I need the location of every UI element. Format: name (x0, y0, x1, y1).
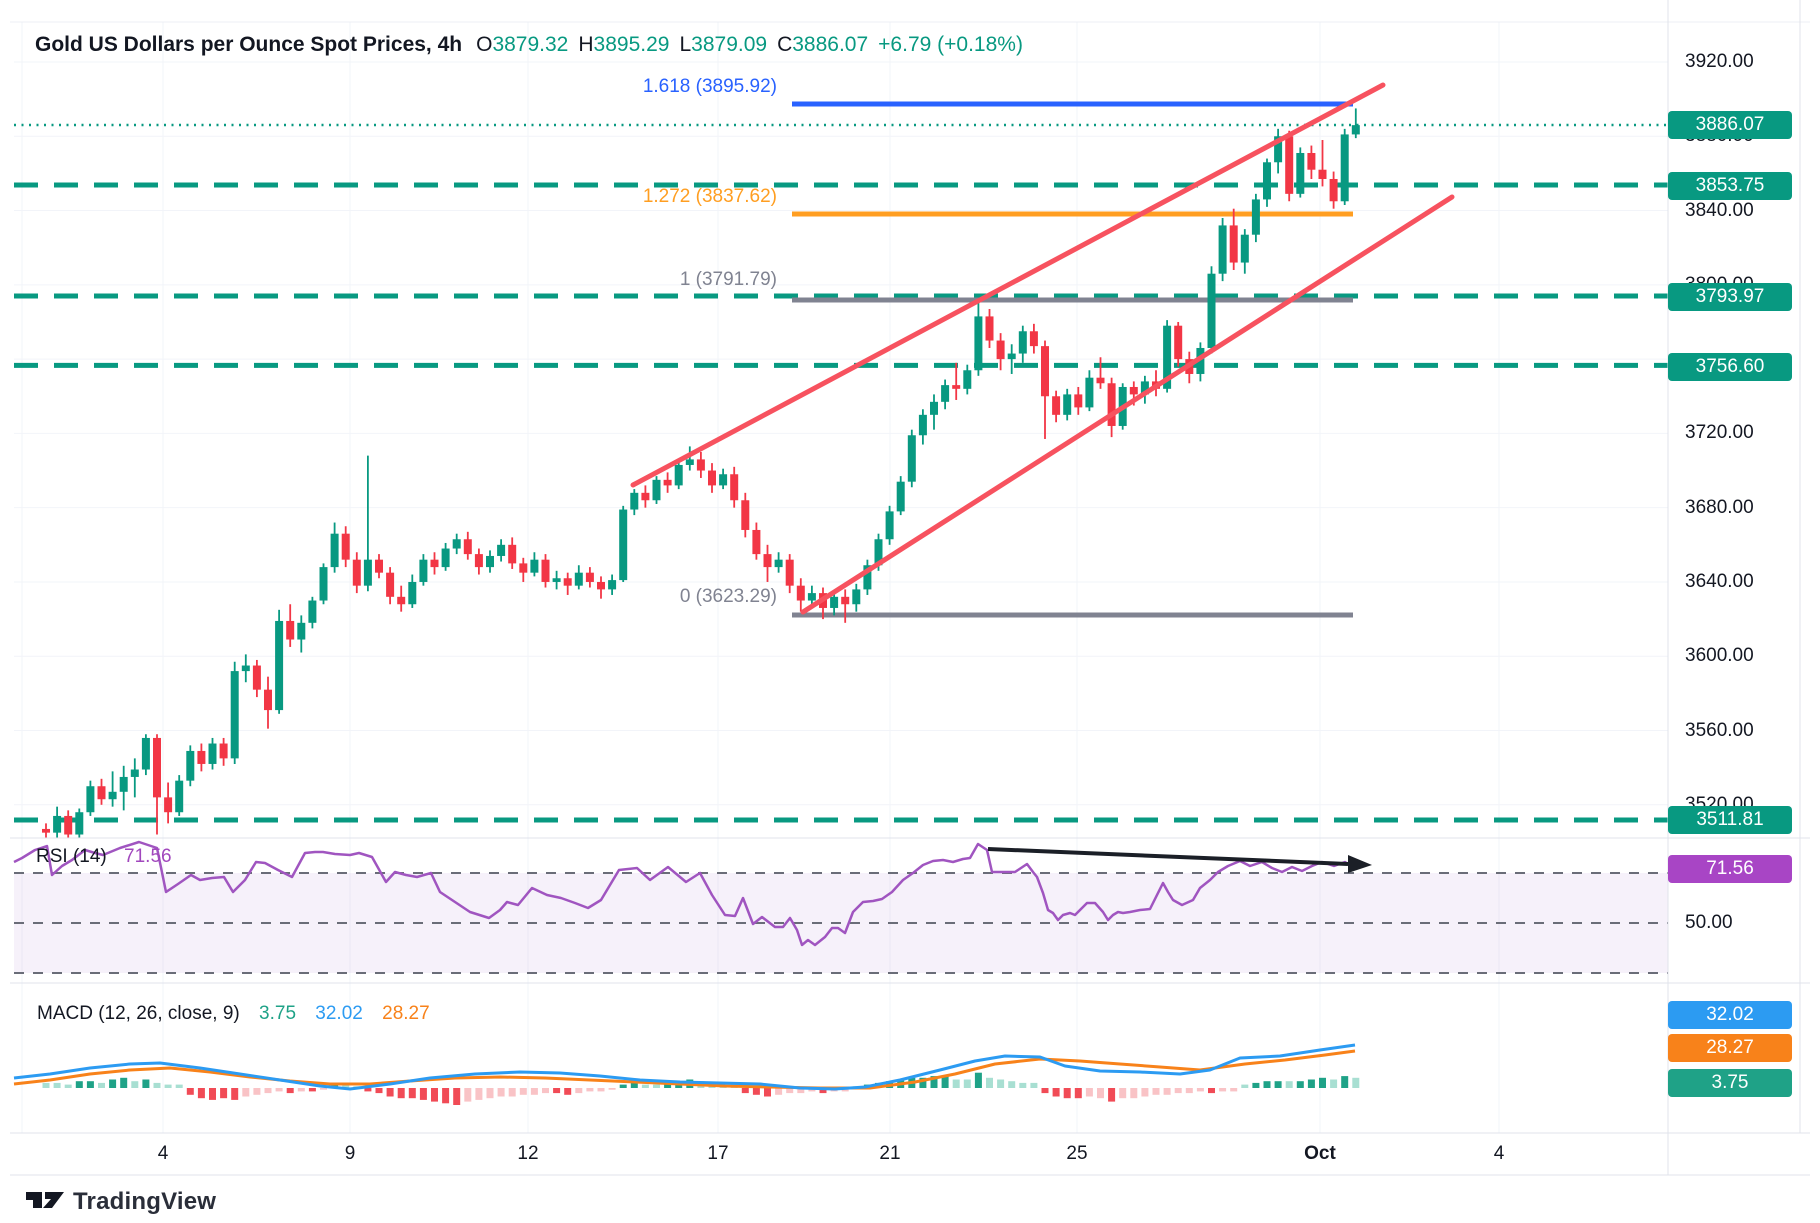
time-axis-label: 12 (517, 1143, 539, 1164)
macd-signal-value: 28.27 (382, 1003, 430, 1024)
low-value: 3879.09 (691, 33, 768, 56)
price-badge: 3756.60 (1668, 353, 1792, 381)
time-axis-label: 4 (157, 1143, 169, 1164)
time-axis-label: 21 (879, 1143, 901, 1164)
time-axis-label: 17 (707, 1143, 729, 1164)
tradingview-logo-icon (26, 1192, 64, 1208)
price-badge: 32.02 (1668, 1001, 1792, 1029)
price-axis-label: 3840.00 (1685, 200, 1754, 221)
price-axis-label: 50.00 (1685, 912, 1733, 933)
close-value: 3886.07 (792, 33, 869, 56)
time-axis-label: 9 (344, 1143, 356, 1164)
macd-hist-value: 3.75 (259, 1003, 297, 1024)
price-axis-label: 3920.00 (1685, 51, 1754, 72)
tradingview-logo[interactable]: TradingView (26, 1188, 216, 1216)
change-value: +6.79 (+0.18%) (878, 33, 1023, 56)
tradingview-logo-text: TradingView (73, 1188, 217, 1215)
price-axis-label: 3600.00 (1685, 645, 1754, 666)
fib-level-label[interactable]: 1.618 (3895.92) (642, 76, 777, 97)
symbol-title: Gold US Dollars per Ounce Spot Prices, 4… (35, 33, 463, 56)
price-badge: 28.27 (1668, 1034, 1792, 1062)
price-badge: 71.56 (1668, 855, 1792, 883)
price-badge: 3853.75 (1668, 172, 1792, 200)
macd-label: MACD (12, 26, close, 9) (37, 1003, 240, 1024)
price-badge: 3886.07 (1668, 111, 1792, 139)
fib-level-label[interactable]: 1 (3791.79) (679, 269, 777, 290)
rsi-legend[interactable]: RSI (14) 71.56 (36, 846, 172, 868)
rsi-value: 71.56 (124, 846, 172, 867)
time-axis-label: Oct (1304, 1143, 1336, 1164)
price-badge: 3511.81 (1668, 806, 1792, 834)
time-axis-label: 25 (1066, 1143, 1088, 1164)
price-axis-label: 3720.00 (1685, 422, 1754, 443)
close-label: C (777, 33, 793, 56)
fib-level-label[interactable]: 0 (3623.29) (679, 586, 777, 607)
fib-level-label[interactable]: 1.272 (3837.62) (642, 186, 777, 207)
price-axis-label: 3560.00 (1685, 720, 1754, 741)
time-axis-label: 4 (1493, 1143, 1505, 1164)
open-label: O (476, 33, 493, 56)
low-label: L (679, 33, 692, 56)
open-value: 3879.32 (492, 33, 569, 56)
high-value: 3895.29 (593, 33, 670, 56)
price-badge: 3.75 (1668, 1069, 1792, 1097)
price-axis-label: 3680.00 (1685, 497, 1754, 518)
macd-line-value: 32.02 (315, 1003, 363, 1024)
ohlc-values: O3879.32 H3895.29 L3879.09 C3886.07 +6.7… (476, 33, 1023, 57)
rsi-label: RSI (14) (36, 846, 107, 867)
macd-legend[interactable]: MACD (12, 26, close, 9) 3.75 32.02 28.27 (37, 1003, 430, 1025)
price-badge: 3793.97 (1668, 283, 1792, 311)
price-axis-label: 3640.00 (1685, 571, 1754, 592)
high-label: H (578, 33, 594, 56)
symbol-legend[interactable]: Gold US Dollars per Ounce Spot Prices, 4… (35, 33, 1023, 57)
